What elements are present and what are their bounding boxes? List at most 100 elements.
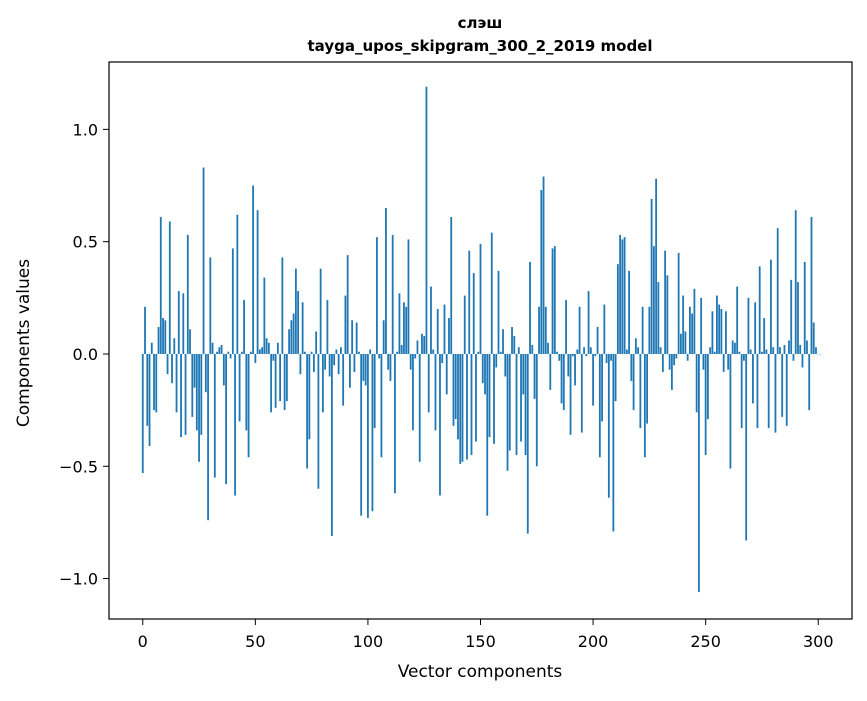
bar-263 <box>734 343 736 354</box>
x-tick-label: 50 <box>245 632 265 651</box>
y-tick-label: −0.5 <box>59 457 98 476</box>
bar-55 <box>266 338 268 354</box>
bar-213 <box>621 239 623 354</box>
bar-287 <box>788 341 790 354</box>
bar-163 <box>509 354 511 451</box>
bar-82 <box>327 300 329 354</box>
bar-238 <box>678 253 680 354</box>
bar-46 <box>245 354 247 430</box>
bar-201 <box>594 354 596 356</box>
bar-289 <box>793 354 795 361</box>
bar-174 <box>534 354 536 399</box>
bar-221 <box>639 354 641 428</box>
bar-63 <box>284 354 286 410</box>
bar-112 <box>394 354 396 493</box>
bar-255 <box>716 296 718 354</box>
bar-193 <box>576 349 578 353</box>
bar-109 <box>387 354 389 370</box>
bar-10 <box>164 320 166 354</box>
bar-50 <box>254 354 256 363</box>
bar-129 <box>432 349 434 353</box>
bar-6 <box>155 354 157 412</box>
bar-125 <box>423 336 425 354</box>
bar-116 <box>403 302 405 354</box>
bar-68 <box>295 269 297 354</box>
bar-117 <box>405 307 407 354</box>
bar-94 <box>354 354 356 372</box>
bar-159 <box>500 352 502 354</box>
bar-264 <box>736 287 738 354</box>
bar-186 <box>561 354 563 403</box>
bar-197 <box>585 354 587 356</box>
bar-282 <box>777 228 779 354</box>
bar-48 <box>250 352 252 354</box>
bar-210 <box>615 354 617 401</box>
bar-270 <box>750 349 752 353</box>
bar-107 <box>383 320 385 354</box>
bar-16 <box>178 291 180 354</box>
bar-54 <box>263 278 265 354</box>
bar-73 <box>306 354 308 469</box>
bar-240 <box>682 296 684 354</box>
bar-203 <box>599 354 601 457</box>
y-tick-label: 0.5 <box>73 233 98 252</box>
bar-9 <box>162 318 164 354</box>
bar-268 <box>745 354 747 540</box>
bar-25 <box>198 354 200 462</box>
bar-27 <box>203 168 205 354</box>
bar-121 <box>414 354 416 358</box>
bar-143 <box>464 296 466 354</box>
bar-173 <box>531 345 533 354</box>
bar-77 <box>315 332 317 354</box>
bar-235 <box>671 354 673 390</box>
bar-182 <box>552 248 554 354</box>
bar-277 <box>766 349 768 353</box>
bar-230 <box>660 347 662 354</box>
bar-229 <box>657 282 659 354</box>
bar-208 <box>610 354 612 361</box>
bar-295 <box>806 341 808 354</box>
bar-250 <box>705 354 707 455</box>
x-tick-label: 300 <box>803 632 834 651</box>
bar-233 <box>666 275 668 354</box>
bar-170 <box>525 354 527 455</box>
bar-180 <box>547 343 549 354</box>
bar-293 <box>802 354 804 367</box>
bar-66 <box>290 320 292 354</box>
bar-101 <box>369 349 371 353</box>
bar-43 <box>239 354 241 421</box>
bar-12 <box>169 221 171 354</box>
bar-149 <box>477 352 479 354</box>
bar-190 <box>570 354 572 435</box>
bar-65 <box>288 329 290 354</box>
bar-59 <box>275 354 277 408</box>
bar-138 <box>453 354 455 426</box>
bar-258 <box>723 354 725 372</box>
bar-266 <box>741 354 743 428</box>
bar-90 <box>345 296 347 354</box>
bar-243 <box>689 307 691 354</box>
bar-126 <box>426 87 428 354</box>
bar-167 <box>518 347 520 354</box>
bar-189 <box>567 354 569 376</box>
bar-259 <box>725 311 727 354</box>
bar-38 <box>227 352 229 354</box>
bar-132 <box>439 354 441 496</box>
bar-228 <box>655 179 657 354</box>
bar-42 <box>236 215 238 354</box>
bar-267 <box>743 354 745 361</box>
bar-211 <box>617 264 619 354</box>
bar-85 <box>333 354 335 365</box>
bar-273 <box>757 354 759 428</box>
bar-135 <box>446 354 448 394</box>
bar-281 <box>775 354 777 433</box>
x-tick-label: 150 <box>465 632 496 651</box>
y-tick-label: 1.0 <box>73 120 98 139</box>
bar-204 <box>601 354 603 421</box>
bar-95 <box>356 323 358 354</box>
bar-52 <box>259 349 261 353</box>
bar-249 <box>703 354 705 370</box>
bar-26 <box>200 354 202 435</box>
bar-128 <box>430 287 432 354</box>
bar-147 <box>473 273 475 354</box>
